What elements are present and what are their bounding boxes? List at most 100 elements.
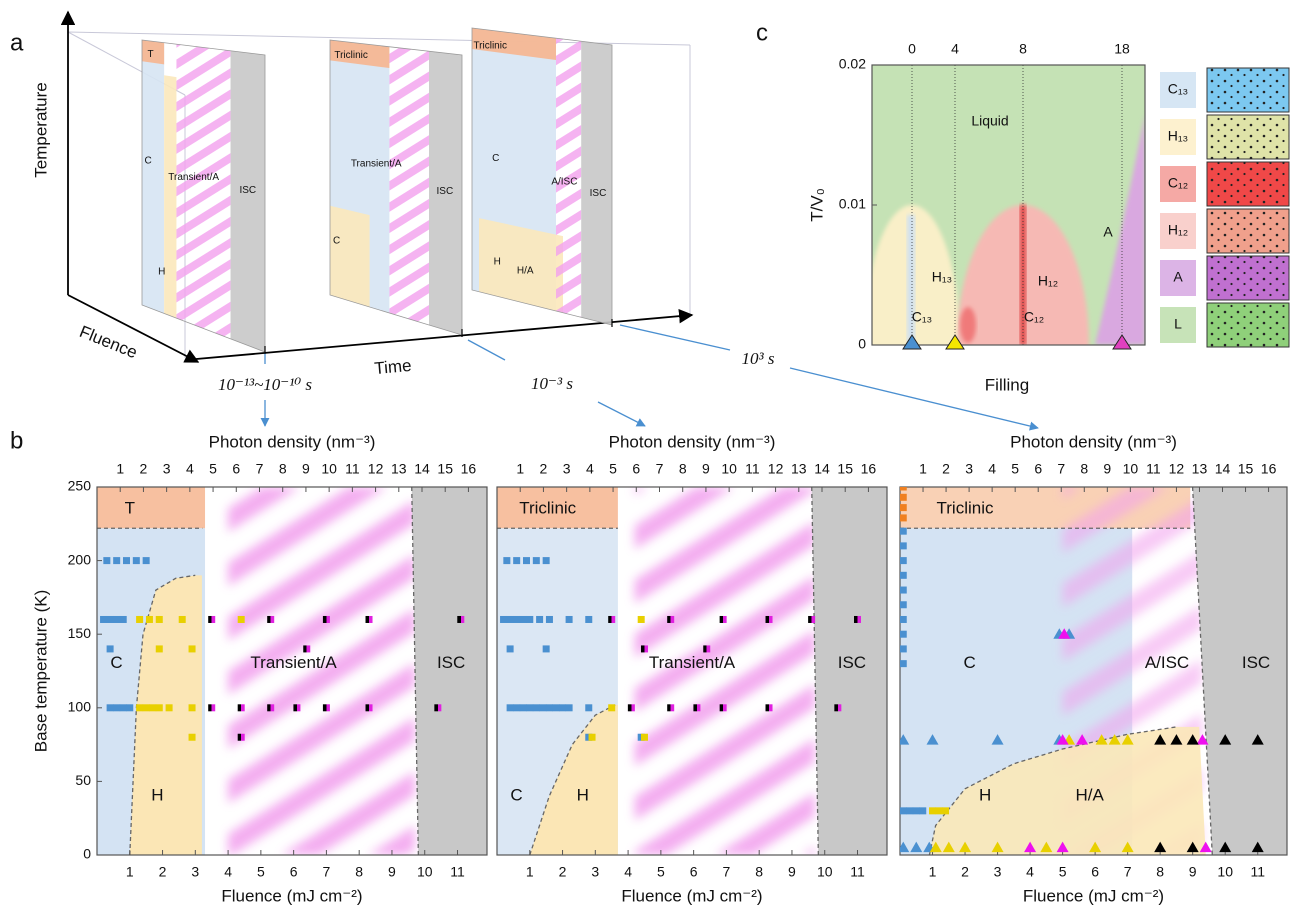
x2-tick-label: 10 xyxy=(721,461,737,477)
c12-spot xyxy=(960,307,976,343)
legend-label: H₁₃ xyxy=(1168,128,1189,144)
region-label: H xyxy=(577,786,589,805)
figure: a b c Temperature Fluence Time 10⁻¹³~10⁻… xyxy=(0,0,1290,910)
x-tick-label: 4 xyxy=(624,864,632,880)
square-marker xyxy=(120,616,127,623)
square-marker xyxy=(520,704,527,711)
x-tick-label: 11 xyxy=(450,864,465,880)
square-marker xyxy=(503,557,510,564)
square-marker xyxy=(513,704,520,711)
panel-label: c xyxy=(756,19,768,46)
slice-region xyxy=(581,41,612,325)
square-marker xyxy=(507,704,514,711)
scatter-chart: TriclinicCHTransient/AISC123456789101112… xyxy=(497,432,887,905)
scatter-chart: TCHTransient/AISC12345678910111234567891… xyxy=(31,432,487,905)
square-marker xyxy=(143,704,150,711)
y-tick-label: 0.01 xyxy=(839,196,866,212)
x2-tick-label: 3 xyxy=(563,461,571,477)
square-marker xyxy=(546,616,553,623)
square-marker xyxy=(900,514,907,521)
region-label: ISC xyxy=(437,653,465,672)
y-axis-title: Base temperature (K) xyxy=(31,590,50,753)
x2-tick-label: 6 xyxy=(632,461,640,477)
y-tick-label: 0 xyxy=(83,846,91,862)
x-tick-label: 5 xyxy=(1059,864,1067,880)
legend-label: A xyxy=(1173,269,1183,285)
x2-tick-label: 16 xyxy=(861,461,877,477)
y-tick-label: 200 xyxy=(68,551,92,567)
square-marker xyxy=(107,704,114,711)
region-label: C₁₂ xyxy=(1024,309,1044,325)
panel-label: b xyxy=(10,427,23,454)
x-tick-label: 2 xyxy=(559,864,567,880)
phase-region xyxy=(97,487,205,528)
y-tick-label: 100 xyxy=(68,699,92,715)
x2-tick-label: 16 xyxy=(461,461,477,477)
region-label: C xyxy=(110,653,122,672)
x-tick-label: 10 xyxy=(1217,864,1233,880)
square-marker xyxy=(900,542,907,549)
x-axis-title: Fluence (mJ cm⁻²) xyxy=(621,886,762,905)
square-marker xyxy=(919,807,926,814)
x2-tick-label: 9 xyxy=(302,461,310,477)
square-marker xyxy=(585,704,592,711)
x2-tick-label: 11 xyxy=(745,461,760,477)
x2-tick-label: 9 xyxy=(702,461,710,477)
x-axis-title: Filling xyxy=(985,375,1029,394)
x-tick-label: 3 xyxy=(994,864,1002,880)
slice-region xyxy=(231,51,265,352)
x-tick-label: 0 xyxy=(908,41,916,57)
slice-label: Triclinic xyxy=(473,41,507,52)
x2-tick-label: 10 xyxy=(321,461,337,477)
square-marker xyxy=(189,645,196,652)
y-tick-label: 150 xyxy=(68,625,92,641)
square-marker xyxy=(293,704,300,711)
square-marker xyxy=(900,660,907,667)
square-marker xyxy=(720,616,727,623)
square-marker xyxy=(834,704,841,711)
square-marker xyxy=(500,616,507,623)
square-marker xyxy=(667,616,674,623)
slice-label: ISC xyxy=(437,186,454,197)
square-marker xyxy=(900,601,907,608)
square-marker xyxy=(189,704,196,711)
square-marker xyxy=(107,616,114,623)
x-tick-label: 8 xyxy=(355,864,363,880)
square-marker xyxy=(126,704,133,711)
square-marker xyxy=(566,704,573,711)
square-marker xyxy=(434,704,441,711)
x-tick-label: 5 xyxy=(257,864,265,880)
x-tick-label: 1 xyxy=(126,864,134,880)
slice-region xyxy=(164,75,176,318)
square-marker xyxy=(136,616,143,623)
square-marker xyxy=(929,807,936,814)
square-marker xyxy=(900,528,907,535)
x2-tick-label: 2 xyxy=(540,461,548,477)
x-tick-label: 7 xyxy=(1124,864,1132,880)
slice-label: ISC xyxy=(239,185,256,196)
scatter-chart: TriclinicCHH/AA/ISCISC123456789101112345… xyxy=(897,432,1287,905)
square-marker xyxy=(808,616,815,623)
square-marker xyxy=(900,631,907,638)
x-tick-label: 6 xyxy=(690,864,698,880)
region-label: Triclinic xyxy=(519,499,576,518)
x2-tick-label: 11 xyxy=(345,461,360,477)
slice-label: Transient/A xyxy=(351,159,402,170)
x-tick-label: 10 xyxy=(417,864,433,880)
x2-tick-label: 3 xyxy=(163,461,171,477)
x-tick-label: 9 xyxy=(388,864,396,880)
x2-tick-label: 11 xyxy=(1146,461,1161,477)
square-marker xyxy=(913,807,920,814)
square-marker xyxy=(267,616,274,623)
square-marker xyxy=(641,645,648,652)
square-marker xyxy=(900,587,907,594)
square-marker xyxy=(766,616,773,623)
x2-tick-label: 14 xyxy=(414,461,430,477)
square-marker xyxy=(113,616,120,623)
x-axis-title: Fluence (mJ cm⁻²) xyxy=(1023,886,1164,905)
square-marker xyxy=(900,504,907,511)
region-label: H xyxy=(151,786,163,805)
legend-swatch-texture xyxy=(1207,68,1289,112)
